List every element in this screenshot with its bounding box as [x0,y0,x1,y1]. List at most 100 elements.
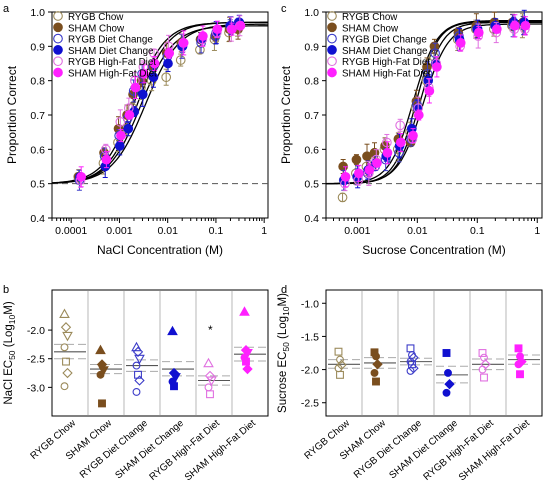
y-tick-label: 0.6 [30,144,45,156]
y-axis-label: Sucrose EC50 (Log10M) [277,293,291,413]
ec50-marker [372,377,380,386]
data-point [178,38,189,48]
legend-marker [327,67,337,78]
ec50-marker [60,382,69,391]
data-point [76,171,87,182]
ec50-marker [334,347,343,356]
data-point [354,168,364,179]
ec50-marker [478,349,487,357]
ec50-marker [516,370,524,379]
data-point [139,68,149,79]
y-tick-label: 0.9 [304,41,319,53]
y-tick-label: 0.7 [30,110,45,122]
y-label-part: 10 [7,315,17,325]
ec50-marker [98,366,109,376]
data-point [430,48,440,59]
ec50-marker [442,349,451,357]
data-point [351,154,362,165]
data-point [164,48,175,59]
data-point [510,20,520,31]
data-point [149,58,160,69]
legend-label: RYGB High-Fat Diet [342,57,430,68]
ec50-marker [59,308,70,319]
y-tick-label: -2.5 [301,398,319,410]
y-tick-label: -2.0 [27,325,45,337]
legend-label: SHAM Diet Change [342,46,428,57]
y-tick-label: 1.0 [304,7,319,19]
legend-marker [53,67,63,78]
x-tick-label: 0.01 [157,225,178,237]
data-point [337,192,348,203]
ec50-marker [372,352,380,361]
y-tick-label: 0.5 [30,179,45,191]
y-label-part: Sucrose EC [277,352,289,413]
x-tick-label: 0.001 [106,225,132,237]
ec50-marker [60,322,72,333]
ec50-marker [444,378,455,390]
legend-label: RYGB Chow [342,12,398,23]
ec50-marker [204,370,216,382]
ec50-marker [132,361,141,370]
legend-label: SHAM Chow [68,23,125,34]
y-tick-label: 0.8 [304,76,319,88]
y-tick-label: -2.5 [27,354,45,366]
ec50-marker [406,344,415,353]
y-tick-label: -3.0 [27,382,45,394]
data-point [413,110,424,120]
data-point [114,141,125,151]
ec50-marker [131,341,142,352]
ec50-marker [206,390,214,399]
ec50-marker [444,368,452,377]
y-label-part: M) [277,293,289,307]
data-point [473,27,484,38]
legend-marker [327,33,337,44]
y-tick-label: 0.5 [304,179,319,191]
panel-c: c 0.4 0.5 0.6 0.7 0.8 0.9 1.0 0.001 0.01 0.1 1 Sucro… [279,3,543,257]
ec50-marker [134,375,145,386]
y-tick-label: -2.0 [301,365,319,377]
y-label-part: NaCl EC [3,360,15,405]
data-point [212,24,223,35]
x-tick-label: 0.001 [344,225,370,237]
ec50-marker [60,343,69,352]
y-tick-label: 0.9 [30,41,45,53]
legend-marker [327,11,337,21]
legend-label: RYGB Diet Change [342,35,427,46]
panel-label: c [281,3,287,15]
data-point [340,171,351,182]
ec50-marker [372,359,383,370]
y-tick-label: 0.8 [30,76,45,88]
data-point [382,147,393,158]
legend-label: RYGB Diet Change [68,35,153,46]
y-axis-label: Proportion Correct [5,65,19,164]
ec50-marker [134,354,145,365]
ec50-marker [96,370,105,379]
x-tick-label: 0.1 [209,225,224,237]
data-point [130,82,141,93]
y-axis-label: Proportion Correct [279,65,293,164]
y-axis-label: NaCl EC50 (Log10M) [3,301,17,404]
data-point [175,55,186,65]
data-point [148,72,159,83]
ec50-marker [206,376,217,387]
x-tick-label: 1 [534,225,540,237]
panel-label: b [3,284,9,296]
ec50-marker [203,357,214,368]
legend-label: SHAM High-Fat Diet [342,69,431,80]
ec50-marker [406,357,415,366]
legend-marker [327,56,337,67]
data-point [424,86,435,96]
data-point [432,62,442,72]
y-label-part: M) [3,301,15,315]
data-point [161,72,172,83]
y-label-part: (Log [3,324,15,350]
data-point [408,130,418,141]
data-point [372,158,382,168]
ec50-marker [62,367,73,379]
ec50-marker [336,355,344,364]
category-label: SHAM High-Fat Diet [183,418,258,484]
